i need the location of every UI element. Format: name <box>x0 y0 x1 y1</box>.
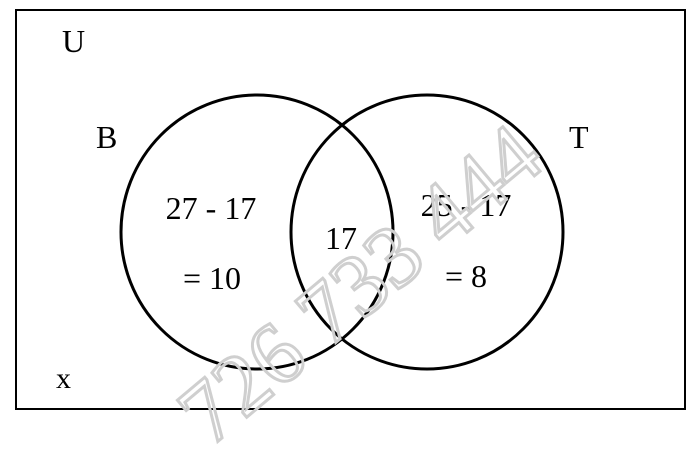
set-b-circle <box>119 93 395 371</box>
outside-label: x <box>56 362 71 395</box>
only-b-result: = 10 <box>183 260 241 296</box>
only-t-result: = 8 <box>445 258 487 294</box>
universe-box <box>15 9 686 410</box>
intersection-value: 17 <box>325 220 357 256</box>
universe-label: U <box>62 23 85 59</box>
set-b-label: B <box>96 119 117 155</box>
only-b-expression: 27 - 17 <box>166 190 257 226</box>
only-t-expression: 25 - 17 <box>421 187 512 223</box>
set-t-label: T <box>569 119 589 155</box>
set-t-circle <box>289 93 565 371</box>
